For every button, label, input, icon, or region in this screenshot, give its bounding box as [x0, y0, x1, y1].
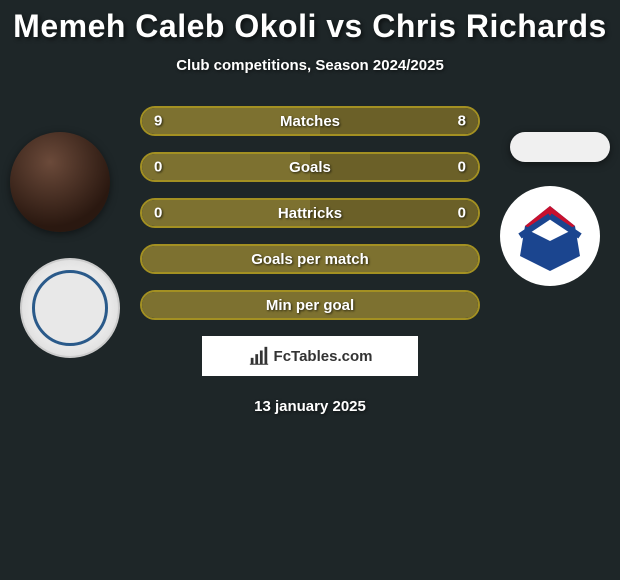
- stat-bar: Goals per match: [140, 244, 480, 274]
- date-text: 13 january 2025: [0, 398, 620, 415]
- page-title: Memeh Caleb Okoli vs Chris Richards: [0, 0, 620, 45]
- stat-label: Hattricks: [278, 205, 342, 222]
- stat-label: Min per goal: [266, 297, 354, 314]
- club-right-logo: [500, 186, 600, 286]
- stat-value-right: 8: [458, 113, 466, 130]
- player-left-photo: [10, 132, 110, 232]
- stat-bars: 9 8 Matches 0 0 Goals 0 0 Hattricks Goals per mat…: [140, 104, 480, 320]
- stat-value-right: 0: [458, 205, 466, 222]
- chart-icon: [248, 345, 270, 367]
- stat-value-left: 0: [154, 205, 162, 222]
- bar-fill-right: [310, 154, 478, 180]
- stat-value-left: 9: [154, 113, 162, 130]
- player-right-photo: [510, 132, 610, 162]
- stat-bar: 0 0 Goals: [140, 152, 480, 182]
- stat-value-right: 0: [458, 159, 466, 176]
- stat-bar: 9 8 Matches: [140, 106, 480, 136]
- club-left-logo: [20, 258, 120, 358]
- bar-fill-right: [320, 108, 478, 134]
- stat-label: Goals per match: [251, 251, 369, 268]
- stat-bar: 0 0 Hattricks: [140, 198, 480, 228]
- bar-fill-left: [142, 154, 310, 180]
- stat-value-left: 0: [154, 159, 162, 176]
- watermark-text: FcTables.com: [274, 348, 373, 365]
- stat-label: Goals: [289, 159, 331, 176]
- subtitle: Club competitions, Season 2024/2025: [0, 57, 620, 74]
- comparison-content: 9 8 Matches 0 0 Goals 0 0 Hattricks Goals per mat…: [0, 104, 620, 415]
- stat-label: Matches: [280, 113, 340, 130]
- stat-bar: Min per goal: [140, 290, 480, 320]
- watermark: FcTables.com: [202, 336, 418, 376]
